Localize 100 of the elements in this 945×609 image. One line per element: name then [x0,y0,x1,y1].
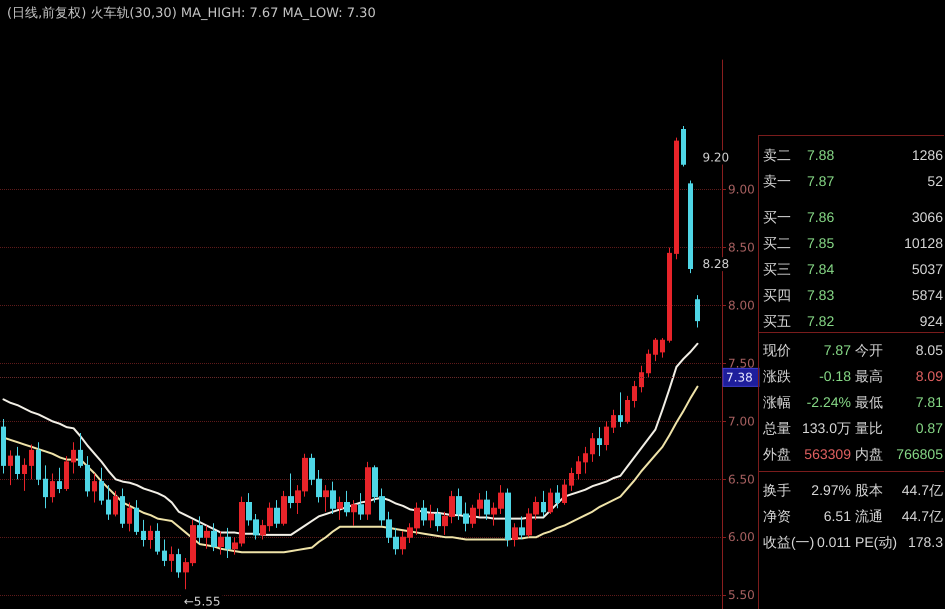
candlestick [639,365,644,393]
candlestick [351,500,357,526]
candlestick [78,432,83,468]
candlestick [29,444,34,480]
candlestick [646,349,651,378]
text: 卖一 [763,172,791,191]
text: 8.28 [702,257,730,272]
candlestick [618,392,623,428]
candlestick [421,500,427,526]
text: 0.87 [916,419,943,438]
candlestick [632,380,637,408]
text: 7.82 [807,312,834,331]
line-series [2,342,698,536]
text: 7.83 [807,286,834,305]
text: -2.24% [806,393,851,412]
candlestick [484,490,490,520]
text: 7.81 [916,393,943,412]
candlestick [330,481,336,515]
candlestick [323,484,329,512]
text: PE(动) [855,533,897,552]
candlestick [71,442,76,474]
text: 5874 [912,286,943,305]
y-tick-label: 5.50 [728,588,755,602]
text: 44.7亿 [902,507,943,526]
candlestick [667,247,672,344]
candlestick [36,442,41,486]
candlestick [106,484,111,520]
candlestick [92,472,97,503]
text: 7.86 [807,208,834,227]
text: 买一 [763,208,791,227]
text: 7.87 [824,341,851,360]
text: 133.0万 [802,419,851,438]
candlestick [435,508,441,532]
text: 8.05 [916,341,943,360]
candlestick [218,530,224,556]
candlestick [211,522,217,552]
text: 外盘 [763,445,791,464]
chart-title: (日线,前复权) 火车轨(30,30) MA_HIGH: 7.67 MA_LOW: 7.30 [7,6,376,21]
text: 买四 [763,286,791,305]
text: 5037 [912,260,943,279]
candlestick [274,500,280,528]
text: 563309 [804,445,851,464]
candlestick [512,522,518,547]
candlestick [688,180,693,274]
candlestick [337,496,343,520]
candlestick [344,490,350,517]
y-tick-label: 7.00 [728,414,755,428]
candlestick [169,546,174,572]
text: 买三 [763,260,791,279]
candlestick [653,337,658,362]
candlestick [604,420,609,451]
text: 换手 [763,481,791,500]
text: 现价 [763,341,791,360]
candlestick [127,502,132,532]
candlestick [597,426,602,457]
text: 7.88 [807,146,834,165]
candlestick [148,525,153,550]
candlestick [695,294,700,328]
candlestick [358,492,364,520]
candlestick [43,464,48,509]
text: 净资 [763,507,791,526]
y-tick-label: 9.00 [728,182,755,197]
text: 股本 [855,481,883,500]
candlestick [555,484,560,509]
text: 8.09 [916,367,943,386]
candlestick [569,467,574,492]
text: 总量 [763,419,791,438]
candlestick [281,490,287,526]
text: 3066 [912,208,943,227]
candlestick [8,450,13,486]
candlestick [134,500,139,536]
text: 买二 [763,234,791,253]
candlestick [590,432,595,462]
candlestick [519,516,525,540]
text: 买五 [763,312,791,331]
y-tick-label: 8.50 [728,240,755,255]
candlestick [99,467,104,506]
text: 涨跌 [763,367,791,386]
text: 6.51 [824,507,851,526]
candlestick [197,516,203,544]
text: 0.011 [817,533,851,552]
candlestick [611,409,616,434]
ref-line-label: 7.38 [726,370,753,384]
text: -0.18 [819,367,851,386]
y-tick-label: 6.50 [728,472,755,486]
candlestick [141,519,146,547]
candlestick [583,446,588,474]
text: 9.20 [702,150,730,165]
candlestick [225,527,231,559]
text: 7.87 [807,172,834,191]
candlestick [681,126,686,168]
candlestick [660,337,665,358]
text: 卖二 [763,146,791,165]
text: 最低 [855,393,883,412]
candlestick [113,490,118,517]
candlestick [204,525,210,550]
text: 收益(一) [763,533,814,552]
text: 流通 [855,507,883,526]
candlestick [57,467,62,494]
candlestick [162,539,167,567]
